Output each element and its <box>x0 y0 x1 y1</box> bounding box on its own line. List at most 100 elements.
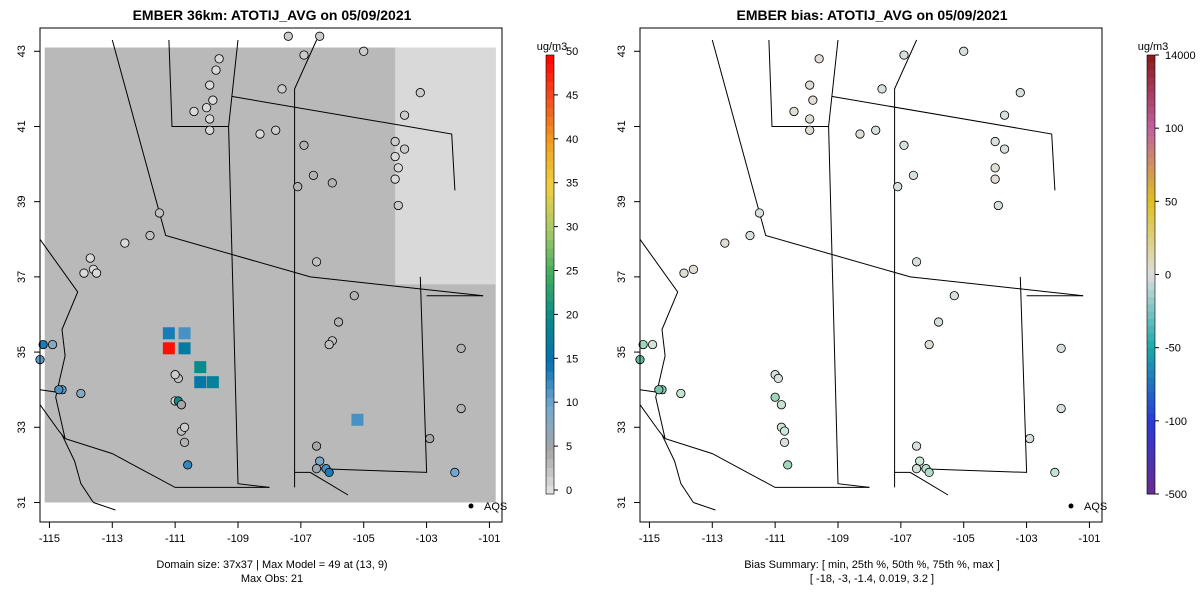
colorbar-segment-38 <box>1147 208 1155 217</box>
colorbar-segment-12 <box>546 379 554 390</box>
obs-point-47 <box>324 467 334 477</box>
panel1-title: EMBER 36km: ATOTIJ_AVG on 05/09/2021 <box>133 7 412 23</box>
colorbar-segment-0 <box>1147 486 1155 495</box>
obs-point-2 <box>808 95 818 105</box>
obs-point-11 <box>1015 88 1025 98</box>
colorbar-segment-43 <box>1147 172 1155 180</box>
colorbar-segment-1 <box>1147 479 1155 488</box>
panel2-map: -115 -113 -111 -109 -107 -105 -103 -101 31 33 35 37… <box>616 27 1103 545</box>
obs-point-8 <box>877 84 887 94</box>
colorbar-segment-36 <box>1147 223 1155 232</box>
colorbar-segment-13 <box>546 371 554 381</box>
colorbar-label-8: 40 <box>566 134 578 146</box>
obs-point-45 <box>311 464 322 474</box>
colorbar-segment-8 <box>546 414 554 425</box>
obs-point-3 <box>208 95 218 105</box>
x-tick-label-5: -105 <box>353 533 375 545</box>
x-tick-label-6: -103 <box>1016 533 1038 545</box>
obs-point-20 <box>393 163 403 173</box>
obs-point-49 <box>179 437 190 447</box>
obs-point-39 <box>783 460 793 470</box>
obs-point-0 <box>214 54 224 64</box>
heatmap-cell-4 <box>194 361 207 374</box>
obs-point-4 <box>805 125 815 135</box>
obs-point-25 <box>293 182 303 192</box>
obs-point-7 <box>201 103 212 113</box>
heatmap-cell-7 <box>351 413 364 426</box>
obs-point-13 <box>990 136 1000 147</box>
colorbar-segment-48 <box>546 63 554 74</box>
state-boundary-6 <box>316 276 428 473</box>
obs-point-12 <box>283 31 293 41</box>
colorbar-segment-44 <box>1147 164 1155 173</box>
obs-point-42 <box>450 467 460 477</box>
colorbar-segment-44 <box>546 98 554 109</box>
obs-point-5 <box>205 125 215 135</box>
colorbar-segment-45 <box>1147 157 1155 166</box>
plot-frame <box>39 27 503 523</box>
colorbar-segment-2 <box>546 467 554 477</box>
obs-point-23 <box>720 238 730 248</box>
obs-point-24 <box>688 264 699 274</box>
colorbar-segment-49 <box>546 55 554 65</box>
state-boundary-4 <box>294 39 318 488</box>
heatmap-cell-1 <box>178 342 191 355</box>
colorbar-segment-26 <box>1147 296 1155 305</box>
colorbar-segment-20 <box>546 309 554 319</box>
obs-point-50 <box>638 339 648 350</box>
colorbar-segment-5 <box>1147 450 1155 458</box>
obs-point-11 <box>299 50 309 60</box>
colorbar-label-5: 25 <box>566 266 578 278</box>
obs-point-26 <box>911 257 922 267</box>
state-boundary-11 <box>61 434 94 503</box>
colorbar-segment-30 <box>1147 267 1155 275</box>
x-tick-label-7: -101 <box>1078 533 1100 545</box>
colorbar-label-4: 20 <box>566 309 578 321</box>
colorbar-segment-3 <box>546 458 554 469</box>
colorbar-segment-10 <box>1147 413 1155 422</box>
obs-point-7 <box>871 125 881 135</box>
x-tick-label-2: -111 <box>765 533 785 545</box>
x-tick-label-4: -107 <box>890 533 912 545</box>
state-boundary-4 <box>894 39 918 488</box>
obs-point-19 <box>390 151 400 162</box>
colorbar-segment-1 <box>546 476 554 486</box>
colorbar-segment-15 <box>546 353 554 363</box>
panel2-legend-unit: ug/m3 <box>1138 41 1169 53</box>
colorbar-segment-33 <box>1147 245 1155 254</box>
obs-point-26 <box>327 178 337 188</box>
y-tick-label-1: 33 <box>616 421 628 433</box>
panel2-aqs-label: AQS <box>1084 501 1107 513</box>
colorbar-segment-7 <box>546 423 554 434</box>
y-tick-label-3: 37 <box>616 271 628 283</box>
obs-point-9 <box>899 50 909 60</box>
colorbar-segment-21 <box>1147 333 1155 341</box>
obs-point-16 <box>990 174 1000 184</box>
colorbar-segment-31 <box>546 213 554 223</box>
obs-point-33 <box>1050 467 1060 477</box>
y-tick-label-6: 43 <box>16 45 28 57</box>
colorbar-segment-26 <box>546 256 554 267</box>
obs-point-48 <box>654 385 664 395</box>
colorbar-label-0: 0 <box>566 485 572 497</box>
x-tick-label-0: -115 <box>639 533 660 545</box>
colorbar-label-6: 14000 <box>1165 50 1196 62</box>
colorbar-segment-16 <box>546 344 554 355</box>
colorbar-segment-5 <box>546 441 554 451</box>
colorbar-segment-48 <box>1147 135 1155 144</box>
colorbar-label-0: -500 <box>1165 489 1187 501</box>
colorbar-segment-31 <box>1147 259 1155 268</box>
obs-point-18 <box>899 140 909 150</box>
obs-point-3 <box>805 114 815 124</box>
colorbar-segment-0 <box>546 485 554 495</box>
obs-point-15 <box>990 163 1000 173</box>
obs-point-31 <box>79 268 89 278</box>
aqs-legend-marker <box>468 503 474 509</box>
colorbar-segment-6 <box>546 432 554 442</box>
heatmap-cell-6 <box>194 376 207 389</box>
obs-point-34 <box>911 441 922 451</box>
obs-point-22 <box>745 230 755 241</box>
colorbar-segment-13 <box>1147 391 1155 400</box>
panel1-caption-line1: Domain size: 37x37 | Max Model = 49 at (… <box>156 559 387 571</box>
obs-point-46 <box>773 373 783 383</box>
